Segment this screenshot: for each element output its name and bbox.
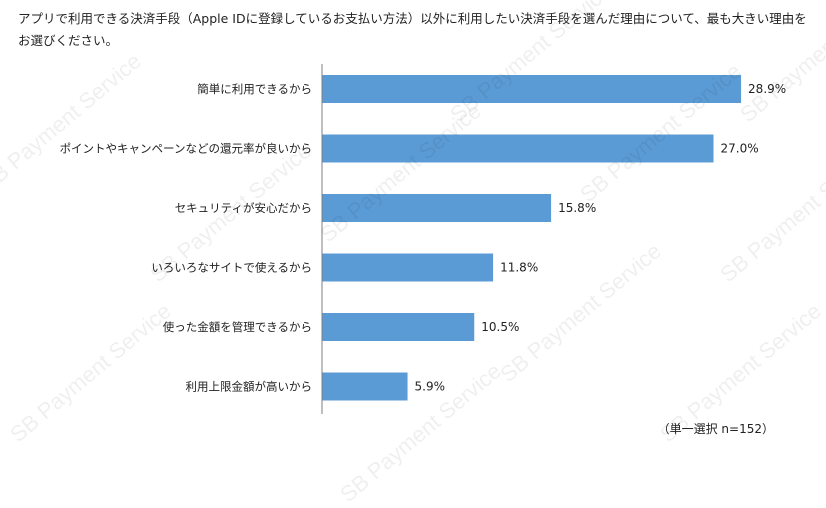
category-label: 使った金額を管理できるから [163,320,312,334]
bars-group: 簡単に利用できるから 28.9% ポイントやキャンペーンなどの還元率が良いから 27.… [60,75,786,401]
value-label: 28.9% [748,82,786,96]
value-label: 10.5% [481,320,519,334]
category-label: セキュリティが安心だから [175,201,312,215]
category-label: いろいろなサイトで使えるから [151,261,312,275]
chart-title: アプリで利用できる決済手段（Apple IDに登録しているお支払い方法）以外に利… [18,11,807,48]
category-label: ポイントやキャンペーンなどの還元率が良いから [60,142,312,156]
bar [322,253,494,282]
value-label: 5.9% [415,380,446,394]
category-label: 簡単に利用できるから [197,82,312,96]
bar-chart: 簡単に利用できるから 28.9% ポイントやキャンペーンなどの還元率が良いから 27.… [60,64,786,414]
bar [322,134,714,163]
bar [322,372,408,401]
value-label: 11.8% [500,261,538,275]
value-label: 27.0% [721,142,759,156]
bar [322,194,552,222]
category-label: 利用上限金額が高いから [186,380,313,394]
bar [322,313,475,341]
sample-size-note: （単一選択 n=152） [657,422,774,436]
value-label: 15.8% [558,201,596,215]
bar [322,75,742,103]
